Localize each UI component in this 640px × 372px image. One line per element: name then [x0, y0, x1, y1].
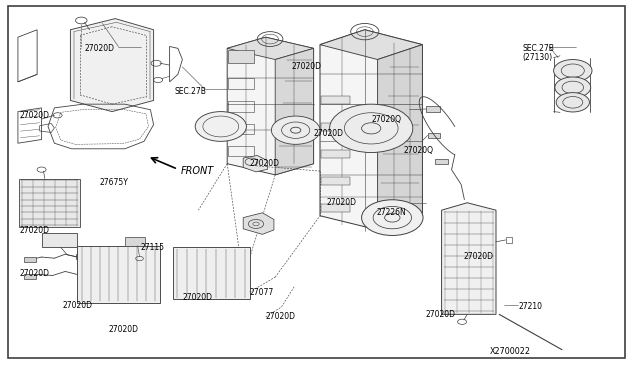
Bar [24, 257, 36, 262]
Bar [42, 232, 77, 247]
Polygon shape [378, 45, 422, 231]
Bar [19, 179, 80, 227]
Polygon shape [70, 19, 154, 112]
Text: 27020D: 27020D [19, 269, 49, 278]
Text: 27020D: 27020D [250, 159, 280, 168]
Text: 27020D: 27020D [63, 301, 93, 310]
Text: X2700022: X2700022 [490, 347, 531, 356]
Polygon shape [320, 30, 422, 60]
Text: FRONT: FRONT [180, 166, 214, 176]
Polygon shape [275, 48, 314, 175]
Circle shape [330, 104, 413, 153]
Text: 27020D: 27020D [182, 293, 212, 302]
Bar [426, 106, 440, 112]
Bar [321, 123, 350, 131]
Text: 27020D: 27020D [19, 111, 49, 120]
Bar [77, 246, 160, 303]
Polygon shape [320, 30, 422, 231]
Bar [125, 237, 145, 246]
Bar [428, 133, 440, 138]
Text: SEC.27B: SEC.27B [174, 87, 206, 96]
Polygon shape [227, 37, 314, 60]
Bar [321, 204, 350, 212]
Bar [321, 177, 350, 185]
Polygon shape [243, 213, 274, 234]
Text: 27020Q: 27020Q [371, 115, 401, 124]
Text: 27020Q: 27020Q [403, 146, 433, 155]
Circle shape [556, 93, 589, 112]
Text: 27020D: 27020D [19, 226, 49, 235]
Text: (27130): (27130) [522, 53, 552, 62]
Text: 27020D: 27020D [314, 129, 344, 138]
Text: 27020D: 27020D [326, 198, 356, 207]
Text: 27020D: 27020D [109, 325, 139, 334]
Text: 27077: 27077 [250, 288, 274, 296]
Text: 27115: 27115 [141, 243, 165, 252]
Circle shape [362, 200, 423, 235]
Bar [506, 237, 512, 243]
Bar [321, 150, 350, 158]
Bar [76, 254, 88, 259]
Bar [24, 275, 36, 279]
Text: 27675Y: 27675Y [99, 178, 128, 187]
Polygon shape [227, 37, 314, 175]
Bar [173, 247, 250, 299]
Bar [228, 146, 254, 156]
Text: 27020D: 27020D [84, 44, 115, 53]
Circle shape [554, 60, 592, 82]
Bar [228, 50, 254, 63]
Circle shape [555, 77, 591, 98]
Text: 27020D: 27020D [266, 312, 296, 321]
Circle shape [195, 112, 246, 141]
Text: 27020D: 27020D [291, 62, 321, 71]
Text: 27020D: 27020D [426, 310, 456, 319]
Bar [321, 96, 350, 104]
Text: SEC.27B: SEC.27B [522, 44, 554, 53]
Text: 27020D: 27020D [464, 252, 494, 261]
Text: 27226N: 27226N [376, 208, 406, 217]
Circle shape [271, 116, 320, 144]
Bar [228, 101, 254, 112]
Bar [228, 124, 254, 134]
Text: 27210: 27210 [518, 302, 543, 311]
Bar [435, 159, 448, 164]
Polygon shape [243, 155, 268, 172]
Bar [228, 78, 254, 89]
Polygon shape [442, 203, 496, 314]
